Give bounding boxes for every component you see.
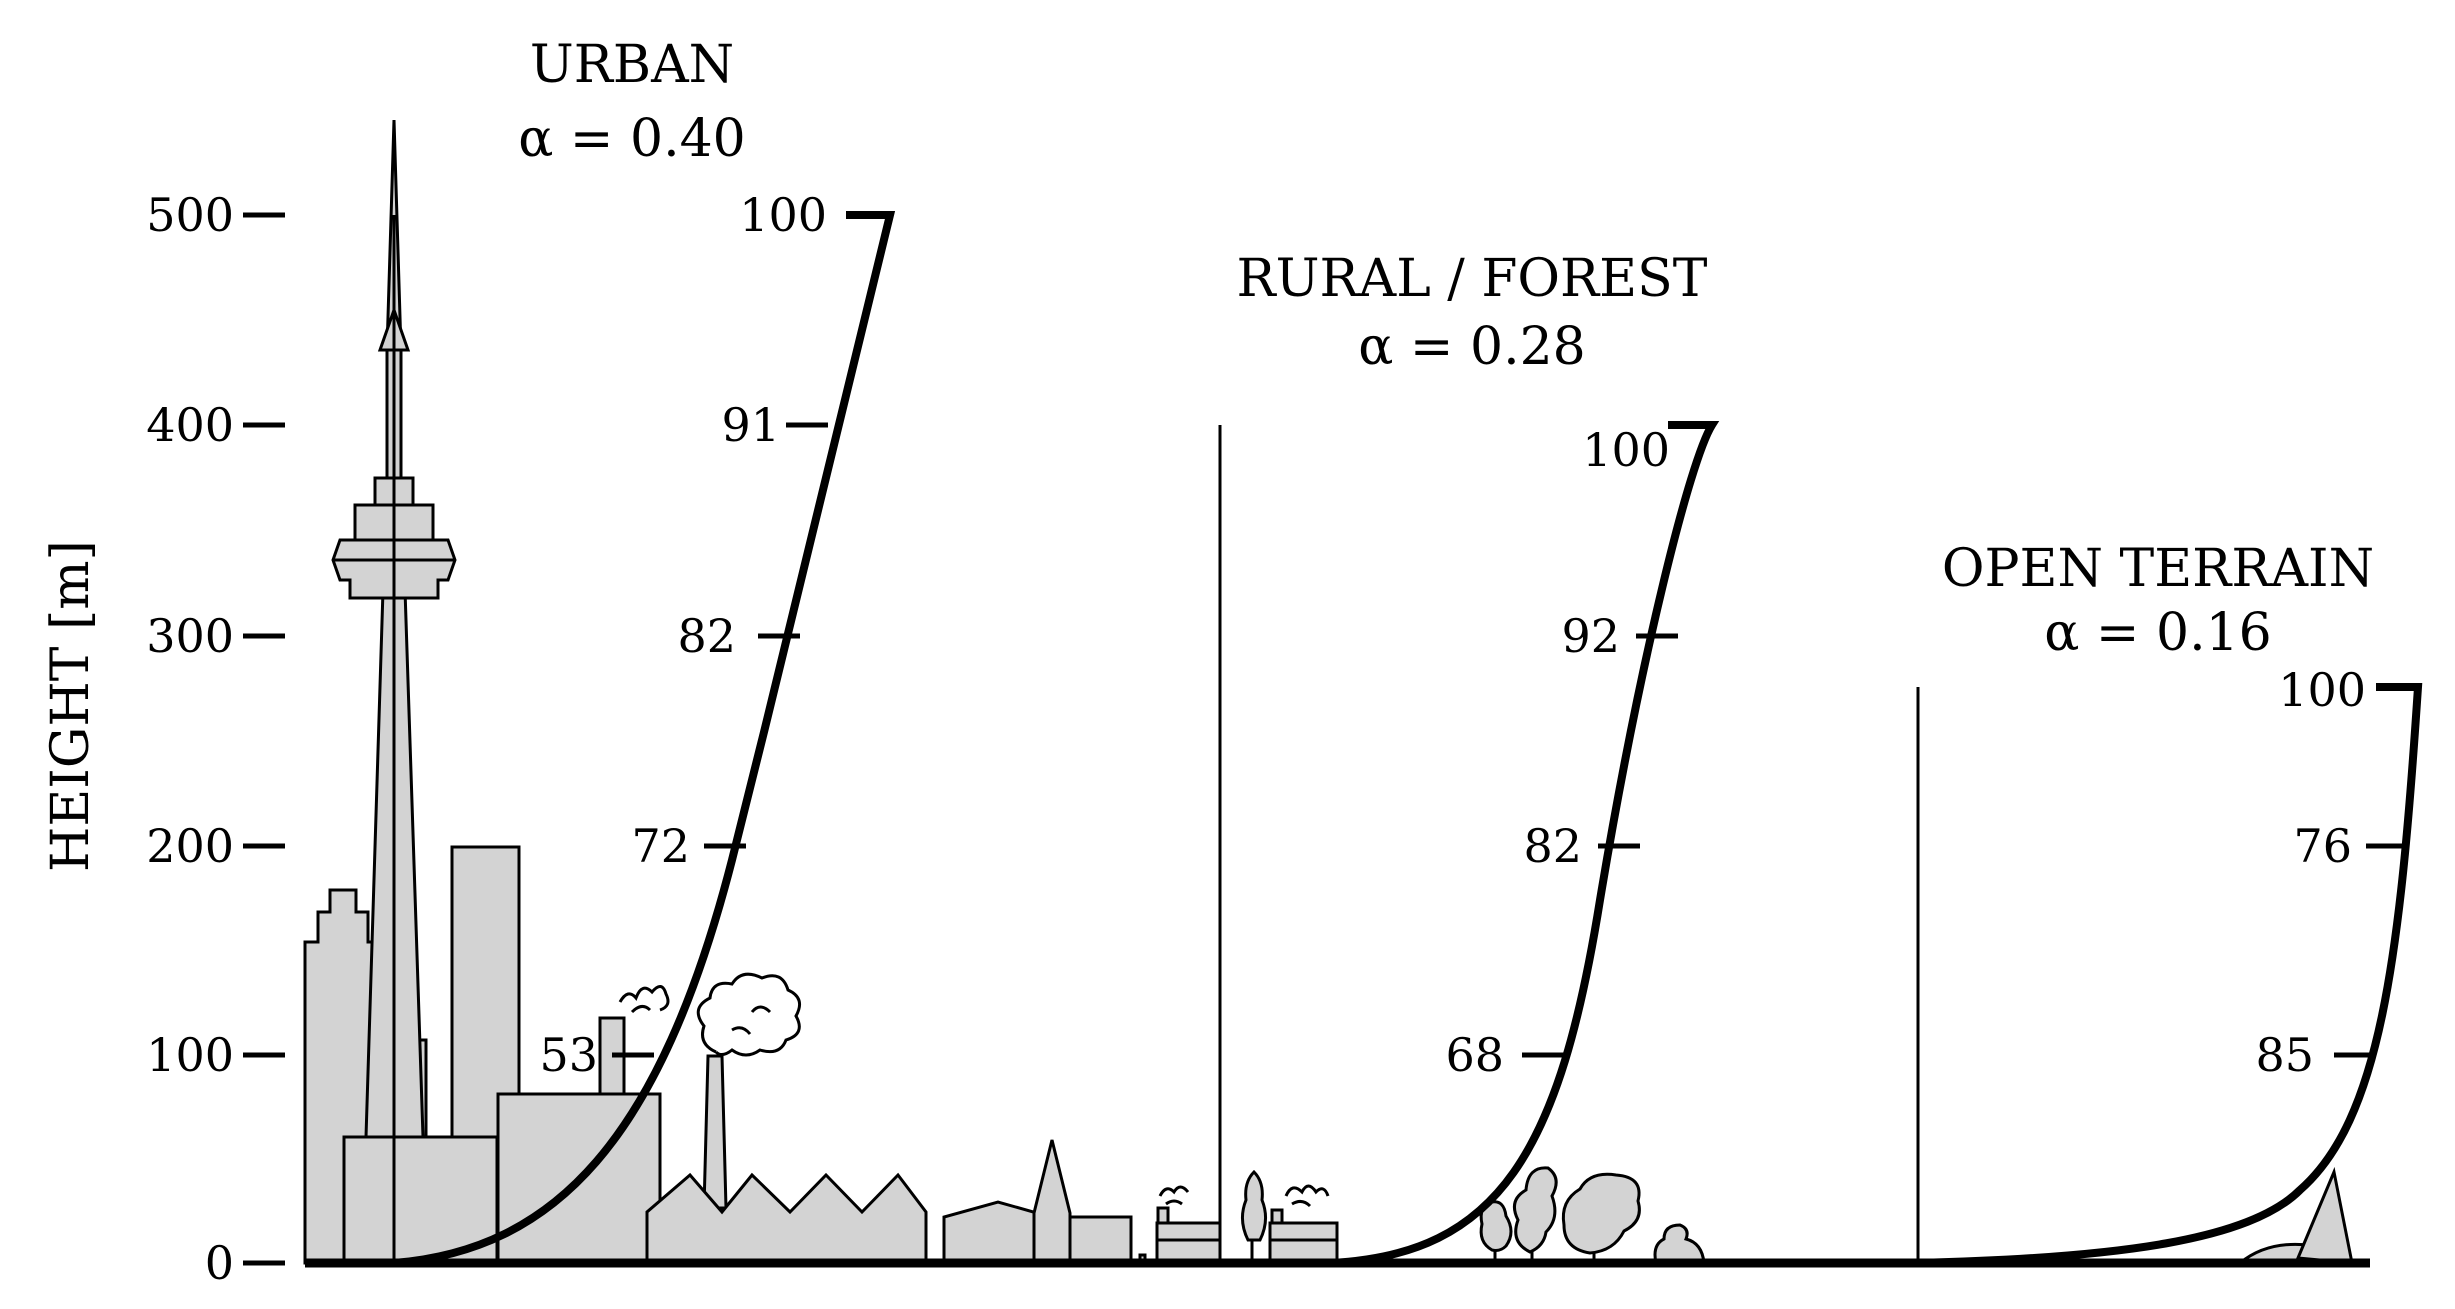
barn-smoke xyxy=(1284,1184,1330,1208)
rural-speed-82: 82 xyxy=(1523,819,1582,873)
chimney-smoke-2 xyxy=(696,972,802,1057)
rural-speed-92: 92 xyxy=(1561,609,1620,663)
open-speed-100: 100 xyxy=(2278,663,2366,717)
urban-title: URBAN xyxy=(530,35,734,95)
rural-illustration xyxy=(1241,1166,1706,1265)
tree-1 xyxy=(1479,1200,1513,1252)
urban-speed-53: 53 xyxy=(539,1028,598,1082)
rural-speed-68: 68 xyxy=(1445,1028,1504,1082)
open-terrain-alpha: α = 0.16 xyxy=(2044,603,2272,663)
urban-speed-100: 100 xyxy=(739,188,827,242)
rural-forest-profile: 100 92 82 68 RURAL / FOREST α = 0.28 xyxy=(1237,249,1720,1267)
open-speed-76: 76 xyxy=(2293,819,2352,873)
y-tick-label-300: 300 xyxy=(146,609,234,663)
urban-alpha: α = 0.40 xyxy=(518,109,746,169)
small-factory-stack xyxy=(1156,1206,1170,1225)
open-wind-curve xyxy=(1917,683,2423,1267)
urban-speed-72: 72 xyxy=(631,819,690,873)
y-tick-label-400: 400 xyxy=(146,398,234,452)
urban-speed-91: 91 xyxy=(721,398,780,452)
small-factory xyxy=(1155,1221,1222,1265)
open-terrain-profile: 100 76 85 OPEN TERRAIN α = 0.16 xyxy=(1917,539,2423,1267)
y-axis: 500 400 300 200 100 0 xyxy=(146,188,285,1290)
chimney-smoke-3 xyxy=(1158,1185,1190,1206)
barn-building xyxy=(1268,1221,1339,1265)
y-tick-label-200: 200 xyxy=(146,819,234,873)
rural-alpha: α = 0.28 xyxy=(1358,317,1586,377)
rural-speed-100: 100 xyxy=(1582,423,1670,477)
y-tick-label-500: 500 xyxy=(146,188,234,242)
church-steeple xyxy=(1032,1139,1072,1265)
barn-chimney xyxy=(1270,1208,1284,1225)
church-hall xyxy=(1068,1215,1133,1265)
urban-speed-82: 82 xyxy=(677,609,736,663)
y-tick-label-100: 100 xyxy=(146,1028,234,1082)
urban-profile: 100 91 82 72 53 URBAN α = 0.40 xyxy=(393,35,896,1267)
sawtooth-factory xyxy=(645,1172,928,1265)
poplar-tree-1 xyxy=(1241,1169,1267,1242)
open-terrain-title: OPEN TERRAIN xyxy=(1942,539,2374,599)
open-speed-85: 85 xyxy=(2255,1028,2314,1082)
urban-wind-curve xyxy=(393,211,896,1267)
shrub-1 xyxy=(1653,1223,1706,1265)
tall-smokestack xyxy=(702,1054,728,1210)
city-skyline-illustration xyxy=(303,119,1222,1265)
y-tick-label-0: 0 xyxy=(205,1236,234,1290)
rural-wind-curve xyxy=(1329,421,1720,1267)
rural-title: RURAL / FOREST xyxy=(1237,249,1708,309)
y-axis-title: HEIGHT [m] xyxy=(41,540,101,872)
tree-3 xyxy=(1561,1172,1641,1255)
chimney-smoke-1 xyxy=(618,985,670,1014)
tree-2 xyxy=(1512,1166,1558,1254)
